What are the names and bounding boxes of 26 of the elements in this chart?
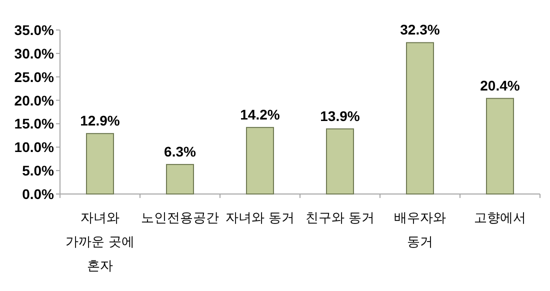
y-tick-label: 35.0% (14, 22, 55, 38)
x-tick-label: 노인전용공간 (141, 210, 219, 225)
bar (166, 164, 194, 194)
bar (326, 128, 354, 194)
x-tick-label: 자녀와 동거 (226, 210, 294, 225)
x-tick-label: 배우자와 동거 (394, 210, 446, 249)
bar (406, 42, 434, 194)
x-tick-label: 자녀와 가까운 곳에 혼자 (66, 210, 134, 273)
y-tick-label: 25.0% (14, 68, 55, 85)
y-tick-label: 30.0% (14, 45, 55, 62)
y-tick-label: 15.0% (14, 116, 55, 132)
x-tick-label: 친구와 동거 (306, 210, 374, 225)
data-label: 20.4% (480, 77, 520, 94)
y-tick-label: 10.0% (14, 139, 55, 156)
data-label: 12.9% (80, 112, 120, 129)
data-label: 32.3% (400, 22, 440, 38)
bar (246, 126, 274, 194)
data-label: 6.3% (164, 143, 196, 160)
bar (86, 133, 114, 194)
x-tick-label: 고향에서 (474, 210, 526, 225)
y-tick-label: 5.0% (22, 162, 55, 179)
y-tick-label: 0.0% (22, 186, 55, 202)
data-label: 14.2% (240, 106, 280, 122)
bar (486, 98, 514, 194)
data-label: 13.9% (320, 108, 360, 124)
y-tick-label: 20.0% (14, 92, 55, 108)
